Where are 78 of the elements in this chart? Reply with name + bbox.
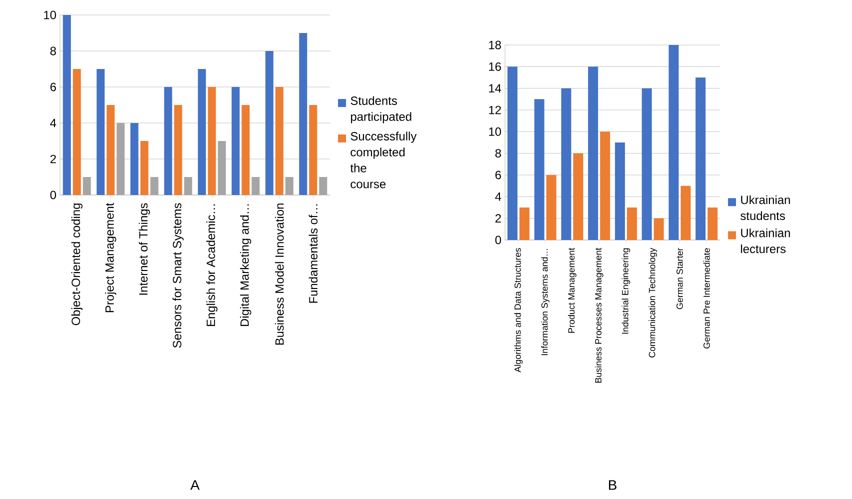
- bar: [82, 176, 91, 195]
- x-tick-label: Product Management: [568, 248, 576, 333]
- text: B: [608, 480, 616, 490]
- bar: [573, 153, 584, 240]
- bar: [265, 50, 274, 195]
- bar: [96, 68, 105, 195]
- y-tick-label: 12: [489, 106, 501, 114]
- bar: [309, 104, 318, 195]
- bar: [680, 186, 691, 240]
- bar: [285, 176, 294, 195]
- bar: [534, 99, 544, 240]
- bar: [116, 122, 125, 195]
- x-tick-label: Object-Oriented coding: [71, 204, 82, 326]
- text: A: [190, 480, 200, 490]
- y-tick-label: 0: [50, 190, 56, 200]
- y-tick-label: 8: [50, 46, 56, 56]
- x-tick-label: Business Model Innovation: [275, 204, 284, 345]
- x-tick-label: German Starter: [676, 248, 683, 310]
- bar: [106, 104, 115, 195]
- bar: [62, 14, 71, 195]
- bar: [507, 66, 518, 240]
- y-tick-label: 16: [489, 62, 501, 71]
- bar: [130, 122, 138, 195]
- bar: [218, 140, 226, 195]
- x-tick-label: Algorithms and Data Structures: [514, 248, 523, 372]
- bar: [174, 104, 182, 195]
- legend-label: Students participated: [350, 96, 412, 124]
- bar: [184, 176, 192, 195]
- legend-label: Ukrainian students: [740, 195, 790, 220]
- x-tick-label: Sensors for Smart Systems: [172, 203, 184, 348]
- bar: [519, 207, 530, 240]
- y-tick-label: 0: [495, 236, 502, 244]
- x-tick-label: Internet of Things: [138, 203, 150, 295]
- y-tick-label: 8: [495, 149, 501, 158]
- bar: [208, 86, 216, 195]
- x-tick-label: Industrial Engineering: [622, 248, 630, 334]
- bar: [164, 86, 172, 195]
- bar: [668, 44, 679, 240]
- bar: [242, 104, 250, 195]
- bar: [654, 218, 664, 240]
- bar: [626, 207, 637, 240]
- bar: [140, 140, 148, 195]
- bar: [252, 176, 260, 195]
- y-tick-label: 6: [495, 170, 501, 180]
- bar: [232, 86, 240, 195]
- bar: [275, 86, 284, 195]
- y-tick-label: 6: [50, 82, 56, 92]
- legend-label: Ukrainian lecturers: [741, 228, 790, 254]
- y-tick-label: 2: [495, 214, 501, 222]
- x-tick-label: Project Management: [105, 202, 116, 312]
- bar: [696, 77, 706, 240]
- x-tick-label: English for Academic…: [206, 204, 218, 326]
- x-tick-label: Business Processes Management: [594, 248, 604, 383]
- legend-label: Successfully completed the course: [350, 132, 417, 188]
- y-tick-label: 14: [489, 84, 502, 92]
- bar: [561, 88, 572, 240]
- bar: [642, 88, 652, 240]
- bar: [299, 32, 308, 195]
- bar: [588, 66, 598, 240]
- x-tick-label: Fundamentals of…: [308, 204, 318, 303]
- bar: [614, 142, 625, 240]
- bar: [150, 176, 158, 195]
- bar: [319, 176, 328, 195]
- bar: [72, 68, 81, 195]
- x-tick-label: Information Systems and…: [541, 248, 550, 356]
- x-tick-label: Communication Technology: [648, 248, 657, 358]
- bar: [600, 132, 610, 240]
- y-tick-label: 2: [50, 154, 56, 164]
- y-tick-label: 18: [489, 40, 501, 50]
- x-tick-label: German Pre Intermediate: [703, 248, 710, 348]
- y-tick-label: 10: [489, 127, 502, 136]
- x-tick-label: Digital Marketing and…: [240, 204, 252, 326]
- y-tick-label: 10: [44, 10, 56, 20]
- bar: [198, 68, 206, 195]
- y-tick-label: 4: [495, 192, 502, 201]
- bar: [546, 174, 556, 240]
- bar: [708, 207, 718, 240]
- y-tick-label: 4: [50, 118, 56, 128]
